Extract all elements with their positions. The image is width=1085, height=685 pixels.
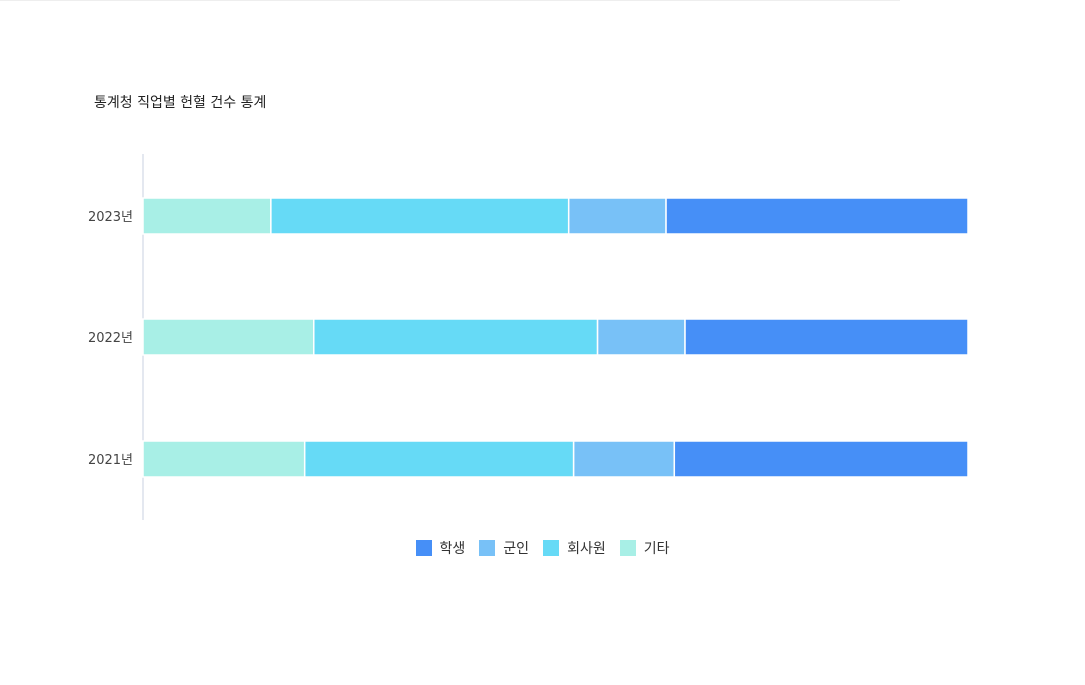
legend-swatch	[479, 540, 496, 556]
y-tick-label: 2021년	[88, 453, 133, 468]
legend-swatch	[415, 540, 432, 556]
bar-segment[interactable]	[303, 440, 575, 478]
legend-label: 군인	[503, 541, 530, 557]
bar-segment[interactable]	[665, 197, 969, 235]
y-tick-label: 2022년	[88, 331, 133, 346]
legend-item[interactable]: 학생	[415, 538, 466, 558]
bar-segment[interactable]	[142, 318, 315, 356]
top-divider	[0, 0, 900, 1]
bar-segment[interactable]	[673, 440, 969, 478]
bar-segment[interactable]	[684, 318, 969, 356]
legend-swatch	[543, 540, 560, 556]
bar-segment[interactable]	[567, 197, 667, 235]
bar-segment[interactable]	[270, 197, 570, 235]
bar-segment[interactable]	[142, 440, 306, 478]
legend-item[interactable]: 기타	[619, 538, 670, 558]
chart-legend: 학생 군인 회사원 기타	[0, 538, 1085, 558]
bar-segment[interactable]	[142, 197, 272, 235]
legend-label: 회사원	[567, 541, 606, 557]
bar-segment[interactable]	[596, 318, 686, 356]
legend-item[interactable]: 회사원	[543, 538, 606, 558]
y-tick-label: 2023년	[88, 210, 133, 225]
chart-title: 통계청 직업별 헌혈 건수 통계	[94, 95, 267, 111]
bar-segment[interactable]	[313, 318, 599, 356]
legend-swatch	[619, 540, 636, 556]
legend-label: 기타	[643, 541, 670, 557]
legend-item[interactable]: 군인	[479, 538, 529, 558]
bar-segment[interactable]	[572, 440, 676, 478]
legend-label: 학생	[439, 541, 466, 557]
